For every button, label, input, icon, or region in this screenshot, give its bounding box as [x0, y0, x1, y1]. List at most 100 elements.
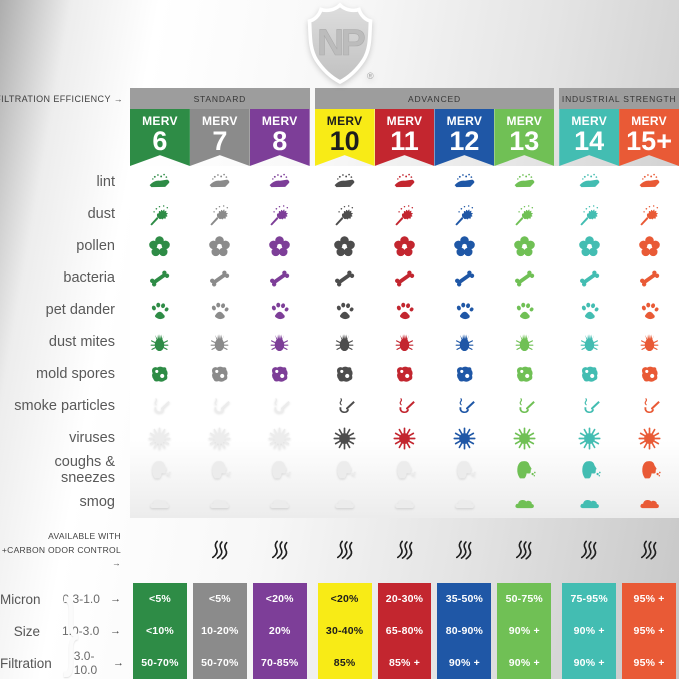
particle-row-dust: dust	[0, 198, 679, 230]
carbon-odor-label: AVAILABLE WITH +CARBON ODOR CONTROL →	[0, 530, 130, 571]
table-cell: 70-85%	[261, 657, 299, 669]
smoke-pipe-icon	[315, 394, 375, 419]
lint-icon	[250, 170, 310, 195]
merv-word: MERV	[386, 114, 423, 128]
merv-banner-row: MERV 6 MERV 7 MERV 8 MERV 10 MERV 11 MERV 12 MERV 13 M…	[0, 109, 679, 166]
shield-shape	[307, 2, 372, 85]
table-column-merv-15+: 95% + 95% + 95% +	[619, 583, 679, 679]
table-cell: <20%	[265, 593, 294, 605]
right-arrow-icon: →	[110, 593, 122, 605]
table-column-merv-7: <5% 10-20% 50-70%	[190, 583, 250, 679]
table-cell: <10%	[145, 625, 174, 637]
merv-banners: MERV 6 MERV 7 MERV 8 MERV 10 MERV 11 MERV 12 MERV 13 M…	[130, 109, 679, 166]
smog-icon	[190, 490, 250, 515]
mold-spores-icon	[434, 362, 494, 387]
bacteria-icon	[130, 266, 190, 291]
particle-row-pet-dander: pet dander	[0, 294, 679, 326]
smog-icon	[619, 490, 679, 515]
carbon-label-line2: +CARBON ODOR CONTROL →	[1, 544, 121, 569]
pollen-icon	[434, 234, 494, 259]
table-column-merv-6: <5% <10% 50-70%	[130, 583, 190, 679]
table-row-name: Size	[13, 623, 40, 639]
smoke-pipe-icon	[559, 394, 619, 419]
registered-mark: ®	[367, 71, 374, 81]
cough-sneeze-icon	[619, 458, 679, 483]
smoke-pipe-icon	[494, 394, 554, 419]
pet-dander-icon	[250, 298, 310, 323]
table-row-name: Filtration	[0, 655, 52, 671]
group-band-standard: STANDARD	[130, 88, 310, 109]
virus-icon	[190, 426, 250, 451]
merv-rating: 6	[152, 126, 168, 157]
table-cell: 35-50%	[445, 593, 484, 605]
table-cell: 85%	[333, 657, 356, 669]
virus-icon	[250, 426, 310, 451]
cough-sneeze-icon	[434, 458, 494, 483]
smog-icon	[559, 490, 619, 515]
virus-icon	[494, 426, 554, 451]
particle-row-label: lint	[96, 174, 115, 190]
smog-icon	[375, 490, 435, 515]
carbon-label-line1: AVAILABLE WITH	[48, 531, 121, 542]
dust-icon	[619, 202, 679, 227]
group-gap	[310, 109, 315, 166]
smog-icon	[315, 490, 375, 515]
dust-icon	[250, 202, 310, 227]
pollen-icon	[130, 234, 190, 259]
pet-dander-icon	[559, 298, 619, 323]
dust-icon	[315, 202, 375, 227]
dust-mite-icon	[434, 330, 494, 355]
mold-spores-icon	[190, 362, 250, 387]
steam-icon	[315, 538, 375, 564]
particle-row-smoke-particles: smoke particles	[0, 390, 679, 422]
bacteria-icon	[619, 266, 679, 291]
pet-dander-icon	[130, 298, 190, 323]
lint-icon	[190, 170, 250, 195]
merv-word: MERV	[631, 114, 667, 128]
lint-icon	[494, 170, 554, 195]
smoke-pipe-icon	[375, 394, 435, 419]
merv-banner-11: MERV 11	[374, 109, 435, 166]
logo-band: NP ®	[0, 0, 679, 88]
smoke-pipe-icon	[190, 394, 250, 419]
merv-word: MERV	[446, 114, 483, 128]
bacteria-icon	[494, 266, 554, 291]
bacteria-icon	[315, 266, 375, 291]
pollen-icon	[494, 234, 554, 259]
particle-row-bacteria: bacteria	[0, 262, 679, 294]
mold-spores-icon	[619, 362, 679, 387]
particle-row-dust-mites: dust mites	[0, 326, 679, 358]
table-column-merv-8: <20% 20% 70-85%	[250, 583, 310, 679]
steam-icon	[375, 538, 435, 564]
table-cell: 95% +	[633, 593, 665, 605]
merv-rating: 12	[449, 126, 480, 157]
carbon-cells	[130, 538, 679, 564]
merv-banner-14: MERV 14	[559, 109, 620, 166]
smog-icon	[494, 490, 554, 515]
table-cell: 90% +	[573, 625, 605, 637]
particle-grid: lint dust pollen bacteria pet dander dust mit…	[0, 166, 679, 518]
table-column-merv-14: 75-95% 90% + 90% +	[559, 583, 619, 679]
np-logo-text: NP	[317, 22, 365, 63]
table-cell: 90% +	[573, 657, 605, 669]
table-cell: 50-75%	[505, 593, 543, 605]
particle-row-label: bacteria	[63, 270, 115, 286]
table-cell: 50-70%	[201, 657, 239, 669]
merv-banner-8: MERV 8	[249, 109, 310, 166]
table-cell: 30-40%	[325, 625, 364, 637]
table-cell: <20%	[330, 593, 359, 605]
pollen-icon	[559, 234, 619, 259]
table-label-row-micron: Micron 0.3-1.0 →	[0, 583, 130, 615]
group-bands: STANDARD ADVANCED INDUSTRIAL STRENGTH	[130, 88, 679, 109]
virus-icon	[130, 426, 190, 451]
pet-dander-icon	[434, 298, 494, 323]
table-label-row-size: Size 1.0-3.0 →	[0, 615, 130, 647]
np-shield-logo: NP ®	[307, 2, 374, 85]
table-cell: 50-70%	[141, 657, 179, 669]
pet-dander-icon	[315, 298, 375, 323]
dust-mite-icon	[375, 330, 435, 355]
particle-row-label: viruses	[69, 430, 115, 446]
cough-sneeze-icon	[315, 458, 375, 483]
table-cell: 75-95%	[570, 593, 608, 605]
